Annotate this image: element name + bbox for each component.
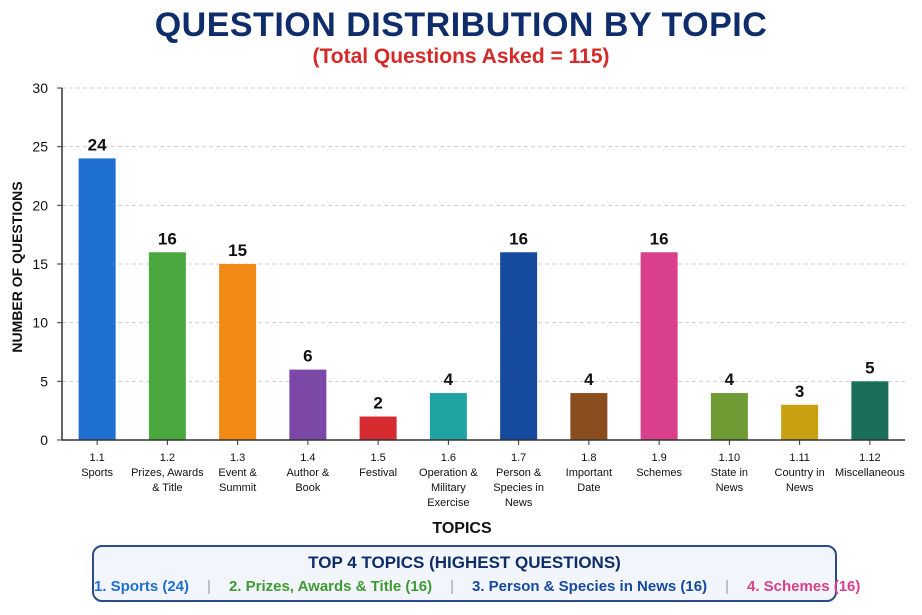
bar <box>781 404 819 440</box>
x-tick-label: 1.9 Schemes <box>636 452 682 479</box>
data-label: 2 <box>373 394 382 413</box>
x-tick-label: 1.7 Person & Species in News <box>493 452 544 509</box>
bar <box>500 252 538 440</box>
data-label: 4 <box>584 370 594 389</box>
y-tick-label: 10 <box>32 315 48 331</box>
top-topics-list: 1. Sports (24) | 2. Prizes, Awards & Title… <box>94 578 860 595</box>
bar <box>359 416 397 440</box>
x-axis-label: TOPICS <box>432 520 492 537</box>
data-label: 16 <box>650 229 669 248</box>
top-topic-item: 2. Prizes, Awards & Title (16) <box>228 578 433 595</box>
summary-separator: | <box>207 578 211 595</box>
bar <box>78 158 116 440</box>
y-tick-label: 30 <box>32 80 48 96</box>
bar <box>851 381 889 440</box>
x-tick-label: 1.1 Sports <box>81 452 113 479</box>
x-tick-label: 1.3 Event & Summit <box>218 452 257 494</box>
bar <box>710 393 748 440</box>
chart-subtitle: (Total Questions Asked = 115) <box>312 45 610 68</box>
data-label: 5 <box>865 358 874 377</box>
x-tick-label: 1.12 Miscellaneous <box>835 452 905 479</box>
x-tick-label: 1.6 Operation & Military Exercise <box>419 452 478 509</box>
bar <box>429 393 467 440</box>
top-topics-title: TOP 4 TOPICS (HIGHEST QUESTIONS) <box>308 553 621 572</box>
data-label: 16 <box>158 229 177 248</box>
x-tick-label: 1.10 State in News <box>711 452 748 494</box>
data-label: 3 <box>795 382 804 401</box>
bar <box>289 369 327 440</box>
chart-title: QUESTION DISTRIBUTION BY TOPIC <box>154 6 768 44</box>
data-label: 24 <box>88 135 107 154</box>
data-label: 16 <box>509 229 528 248</box>
summary-separator: | <box>725 578 729 595</box>
x-tick-label: 1.8 Important Date <box>566 452 612 494</box>
y-tick-label: 20 <box>32 197 48 213</box>
bar <box>640 252 678 440</box>
y-axis-label: NUMBER OF QUESTIONS <box>9 181 25 352</box>
x-tick-label: 1.4 Author & Book <box>286 452 329 494</box>
x-tick-label: 1.5 Festival <box>359 452 397 479</box>
top-topic-item: 4. Schemes (16) <box>746 578 861 595</box>
y-tick-label: 0 <box>40 432 48 448</box>
y-tick-label: 15 <box>32 256 48 272</box>
x-tick-label: 1.11 Country in News <box>775 452 825 494</box>
x-tick-label: 1.2 Prizes, Awards & Title <box>131 452 204 494</box>
top-topic-item: 3. Person & Species in News (16) <box>471 578 708 595</box>
top-topics-box: TOP 4 TOPICS (HIGHEST QUESTIONS) 1. Spor… <box>92 545 860 602</box>
data-label: 15 <box>228 241 247 260</box>
data-label: 4 <box>444 370 454 389</box>
data-label: 4 <box>725 370 735 389</box>
y-tick-label: 25 <box>32 139 48 155</box>
summary-separator: | <box>450 578 454 595</box>
top-topic-item: 1. Sports (24) <box>94 578 190 595</box>
bar <box>219 264 257 440</box>
bar <box>148 252 186 440</box>
y-tick-label: 5 <box>40 373 48 389</box>
bar <box>570 393 608 440</box>
data-label: 6 <box>303 347 312 366</box>
